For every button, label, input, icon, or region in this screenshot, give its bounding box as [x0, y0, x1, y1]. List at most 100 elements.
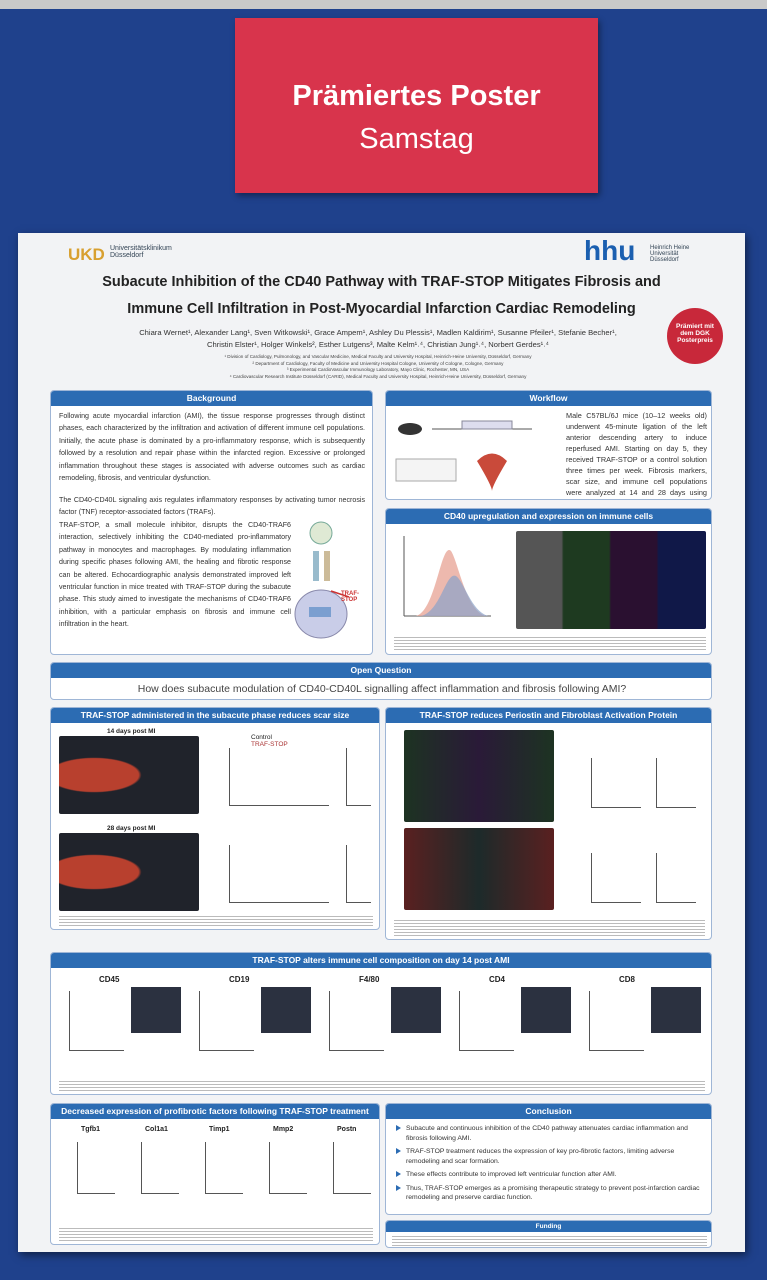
heart-section-image [59, 833, 199, 911]
poster: UKD Universitätsklinikum Düsseldorf hhu … [18, 233, 745, 1252]
receptor [324, 551, 330, 581]
logo-name: Heinrich Heine Universität Düsseldorf [650, 245, 690, 263]
bullet-arrow [396, 1148, 401, 1154]
sign-line: Samstag [359, 123, 474, 155]
open-question-box: Open Question How does subacute modulati… [50, 662, 712, 700]
figure-caption [59, 1226, 373, 1241]
affiliation: ² Department of Cardiology, Faculty of M… [252, 360, 504, 366]
treatment-bar [461, 420, 513, 430]
paragraph: Following acute myocardial infarction (A… [59, 412, 365, 483]
microscopy-panel [404, 828, 554, 910]
section-heading: Open Question [51, 663, 711, 678]
pathway-diagram [294, 521, 350, 639]
paragraph: The CD40-CD40L signaling axis regulates … [59, 496, 365, 517]
diagram-label: TRAF-STOP [341, 591, 359, 603]
chart-frame [346, 845, 371, 903]
bullet-list: Subacute and continuous inhibition of th… [396, 1124, 706, 1207]
heart-section-image [59, 736, 199, 814]
chart-frame [589, 991, 644, 1051]
affiliation: ¹ Division of Cardiology, Pulmonology, a… [224, 354, 532, 359]
t-cell [309, 521, 333, 545]
microscopy-panel [516, 531, 706, 629]
chart-frame [656, 758, 696, 808]
chart-frame [205, 1142, 243, 1194]
chart-frame [229, 748, 329, 806]
bullet-arrow [396, 1184, 401, 1191]
sign-line: Prämiertes Poster [292, 80, 541, 112]
bullet: TRAF-STOP treatment reduces the expressi… [396, 1147, 706, 1166]
section-heading: Funding [386, 1221, 711, 1232]
microscopy-panel [404, 730, 554, 822]
chart-frame [656, 853, 696, 903]
section-heading: Decreased expression of profibrotic fact… [51, 1104, 379, 1119]
workflow-text: Male C57BL/6J mice (10–12 weeks old) und… [566, 411, 707, 497]
section-heading: TRAF-STOP reduces Periostin and Fibrobla… [386, 708, 711, 723]
top-strip [0, 0, 767, 9]
marker-label: CD8 [619, 975, 636, 984]
figure-caption [394, 918, 705, 936]
bullet: These effects contribute to improved lef… [396, 1170, 706, 1180]
chart-frame [69, 991, 124, 1051]
legend-entry: Control [251, 734, 272, 741]
chart-frame [459, 991, 514, 1051]
periostin-box: TRAF-STOP reduces Periostin and Fibrobla… [385, 707, 712, 940]
section-heading: TRAF-STOP administered in the subacute p… [51, 708, 379, 723]
question-text: How does subacute modulation of CD40-CD4… [137, 683, 627, 695]
gene-label: Postn [337, 1126, 357, 1133]
bullet-text: Thus, TRAF-STOP emerges as a promising t… [406, 1184, 700, 1202]
timepoint-label: 14 days post MI [107, 728, 156, 735]
profibrotic-box: Decreased expression of profibrotic fact… [50, 1103, 380, 1245]
logo-mark: UKD [68, 245, 105, 264]
bullet: Subacute and continuous inhibition of th… [396, 1124, 706, 1143]
workflow-diagram [395, 420, 532, 491]
award-badge: Prämiert mit dem DGK Posterpreis [667, 308, 723, 364]
bullet-text: These effects contribute to improved lef… [406, 1171, 617, 1178]
marker-label: CD45 [99, 975, 120, 984]
funding-box: Funding [385, 1220, 712, 1248]
chart-frame [141, 1142, 179, 1194]
microscopy-image [521, 987, 571, 1033]
chart-frame [591, 758, 641, 808]
gene-label: Col1a1 [145, 1126, 168, 1133]
section-heading: Conclusion [386, 1104, 711, 1119]
heart-icon [477, 453, 507, 491]
timepoint-label: 28 days post MI [107, 825, 156, 832]
background-box: Background Following acute myocardial in… [50, 390, 373, 655]
histogram-area [421, 575, 488, 616]
chart-frame [229, 845, 329, 903]
logo-name: Universitätsklinikum Düsseldorf [110, 245, 172, 259]
immune-box: TRAF-STOP alters immune cell composition… [50, 952, 712, 1095]
note-box [395, 458, 457, 482]
receptor [313, 551, 319, 581]
marker-label: CD19 [229, 975, 250, 984]
title: Subacute Inhibition of the CD40 Pathway … [102, 274, 661, 290]
chart-frame [269, 1142, 307, 1194]
authors: Chiara Wernet¹, Alexander Lang¹, Sven Wi… [139, 328, 617, 337]
traf [309, 607, 331, 617]
gene-label: Timp1 [209, 1126, 230, 1133]
microscopy-image [131, 987, 181, 1033]
award-sign: Prämiertes Poster Samstag [235, 18, 598, 193]
affiliations: ¹ Division of Cardiology, Pulmonology, a… [78, 354, 678, 380]
section-heading: CD40 upregulation and expression on immu… [386, 509, 711, 524]
bullet-arrow [396, 1125, 401, 1131]
marker-label: F4/80 [359, 975, 380, 984]
conclusion-box: Conclusion Subacute and continuous inhib… [385, 1103, 712, 1215]
figure-caption [394, 635, 706, 651]
mouse-icon [398, 423, 422, 435]
inhibition-arrow [330, 590, 350, 598]
bullet-text: Subacute and continuous inhibition of th… [406, 1125, 688, 1142]
cd40-box: CD40 upregulation and expression on immu… [385, 508, 712, 655]
bullet-arrow [396, 1171, 401, 1177]
section-heading: TRAF-STOP alters immune cell composition… [51, 953, 711, 968]
figure-caption [59, 914, 373, 928]
legend-entry: TRAF-STOP [251, 741, 288, 748]
chart-frame [333, 1142, 371, 1194]
marker-label: CD4 [489, 975, 506, 984]
section-heading: Workflow [386, 391, 711, 406]
section-heading: Background [51, 391, 372, 406]
microscopy-image [651, 987, 701, 1033]
chart-frame [591, 853, 641, 903]
bullet-text: TRAF-STOP treatment reduces the expressi… [406, 1148, 675, 1165]
